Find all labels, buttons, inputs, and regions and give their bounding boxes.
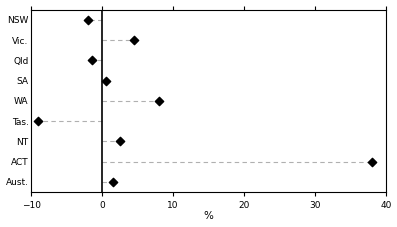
Point — [131, 38, 137, 42]
Point — [89, 59, 95, 62]
Point — [368, 160, 375, 163]
Point — [117, 140, 123, 143]
Point — [156, 99, 162, 103]
Point — [35, 119, 42, 123]
Point — [102, 79, 109, 82]
Point — [110, 180, 116, 184]
X-axis label: %: % — [204, 211, 214, 222]
Point — [85, 18, 91, 22]
